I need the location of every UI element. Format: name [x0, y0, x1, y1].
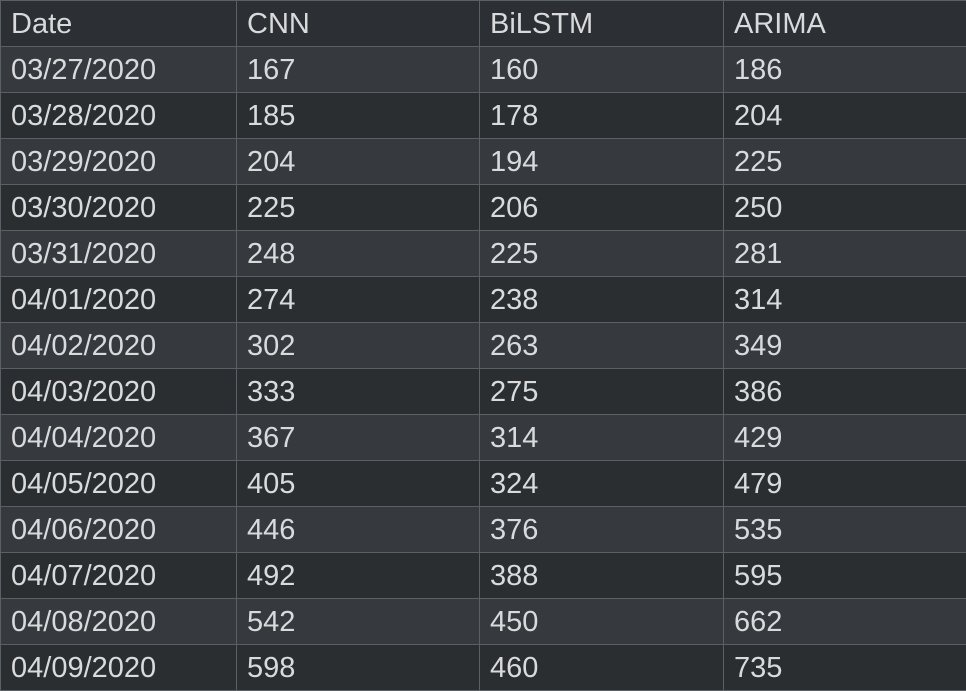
cell-date: 03/28/2020	[1, 93, 237, 139]
cell-bilstm: 206	[480, 185, 724, 231]
cell-cnn: 333	[237, 369, 480, 415]
cell-cnn: 204	[237, 139, 480, 185]
column-header-cnn: CNN	[237, 1, 480, 47]
cell-arima: 479	[724, 461, 966, 507]
cell-cnn: 492	[237, 553, 480, 599]
cell-date: 03/30/2020	[1, 185, 237, 231]
cell-date: 04/01/2020	[1, 277, 237, 323]
cell-bilstm: 388	[480, 553, 724, 599]
cell-bilstm: 314	[480, 415, 724, 461]
cell-bilstm: 225	[480, 231, 724, 277]
cell-arima: 662	[724, 599, 966, 645]
cell-cnn: 248	[237, 231, 480, 277]
cell-cnn: 446	[237, 507, 480, 553]
cell-bilstm: 275	[480, 369, 724, 415]
cell-bilstm: 238	[480, 277, 724, 323]
cell-bilstm: 263	[480, 323, 724, 369]
cell-arima: 186	[724, 47, 966, 93]
cell-cnn: 302	[237, 323, 480, 369]
cell-date: 03/27/2020	[1, 47, 237, 93]
cell-bilstm: 450	[480, 599, 724, 645]
cell-date: 04/08/2020	[1, 599, 237, 645]
cell-bilstm: 376	[480, 507, 724, 553]
cell-bilstm: 324	[480, 461, 724, 507]
cell-date: 03/29/2020	[1, 139, 237, 185]
cell-cnn: 598	[237, 645, 480, 691]
cell-cnn: 405	[237, 461, 480, 507]
column-header-date: Date	[1, 1, 237, 47]
cell-arima: 429	[724, 415, 966, 461]
cell-arima: 314	[724, 277, 966, 323]
cell-bilstm: 178	[480, 93, 724, 139]
cell-arima: 595	[724, 553, 966, 599]
cell-cnn: 274	[237, 277, 480, 323]
column-header-arima: ARIMA	[724, 1, 966, 47]
cell-arima: 204	[724, 93, 966, 139]
cell-arima: 386	[724, 369, 966, 415]
cell-arima: 735	[724, 645, 966, 691]
cell-arima: 225	[724, 139, 966, 185]
column-header-bilstm: BiLSTM	[480, 1, 724, 47]
cell-date: 04/06/2020	[1, 507, 237, 553]
cell-bilstm: 460	[480, 645, 724, 691]
cell-date: 04/07/2020	[1, 553, 237, 599]
cell-cnn: 542	[237, 599, 480, 645]
cell-cnn: 225	[237, 185, 480, 231]
cell-bilstm: 160	[480, 47, 724, 93]
cell-cnn: 367	[237, 415, 480, 461]
cell-cnn: 167	[237, 47, 480, 93]
cell-cnn: 185	[237, 93, 480, 139]
cell-date: 04/05/2020	[1, 461, 237, 507]
cell-arima: 250	[724, 185, 966, 231]
cell-date: 03/31/2020	[1, 231, 237, 277]
cell-arima: 349	[724, 323, 966, 369]
cell-arima: 281	[724, 231, 966, 277]
cell-date: 04/09/2020	[1, 645, 237, 691]
cell-date: 04/04/2020	[1, 415, 237, 461]
cell-date: 04/03/2020	[1, 369, 237, 415]
cell-arima: 535	[724, 507, 966, 553]
cell-date: 04/02/2020	[1, 323, 237, 369]
cell-bilstm: 194	[480, 139, 724, 185]
